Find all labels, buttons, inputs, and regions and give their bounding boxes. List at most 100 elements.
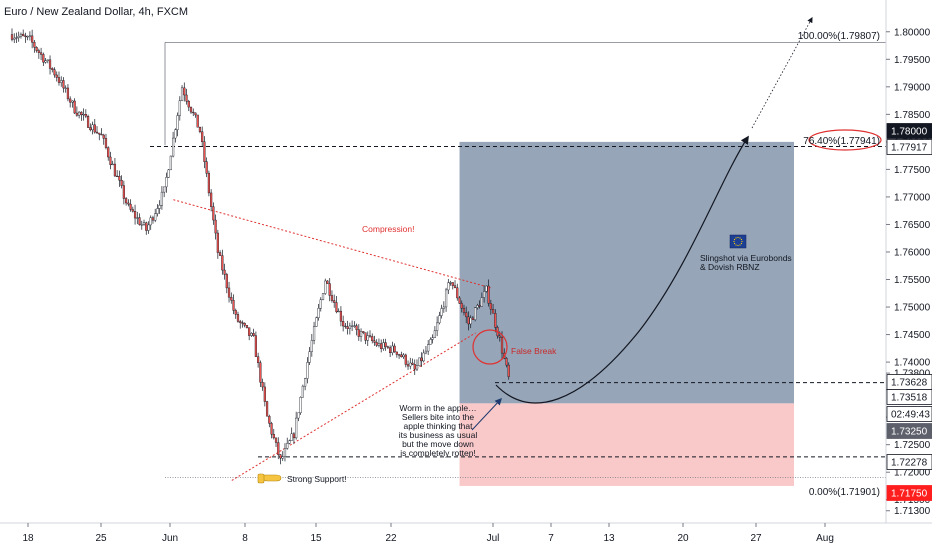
candle-body xyxy=(142,222,146,225)
candle-body xyxy=(402,354,405,358)
candle-body xyxy=(295,417,298,439)
fib-label-76: 76.40%(1.77941) xyxy=(803,136,880,147)
candle-body xyxy=(230,296,233,301)
candle-body xyxy=(451,282,454,286)
candle-body xyxy=(250,333,253,336)
x-tick-label: Jul xyxy=(487,533,500,544)
candle-body xyxy=(69,98,72,103)
candle-body xyxy=(22,33,25,37)
candle-body xyxy=(169,155,172,171)
candle-body xyxy=(82,114,85,116)
price-tag: 1.71750 xyxy=(886,485,932,501)
x-tick-label: 18 xyxy=(22,533,34,544)
candle-body xyxy=(476,305,479,308)
candle-body xyxy=(31,35,34,43)
candle-body xyxy=(194,112,197,116)
candle-body xyxy=(353,325,356,327)
candle-body xyxy=(366,335,369,341)
candle-body xyxy=(42,54,45,63)
candle-body xyxy=(277,442,280,455)
candle-body xyxy=(371,336,374,342)
annotation-slingshot-line-1: Slingshot via Eurobonds xyxy=(700,253,792,263)
candle-body xyxy=(326,280,329,284)
candle-body xyxy=(286,443,289,449)
svg-text:1.78000: 1.78000 xyxy=(891,127,928,138)
candle-body xyxy=(154,213,157,221)
target-zone xyxy=(459,141,794,404)
candle-body xyxy=(180,87,184,101)
candle-body xyxy=(17,35,20,38)
candle-body xyxy=(183,87,186,96)
candle-body xyxy=(431,337,434,340)
candle-body xyxy=(243,322,246,326)
y-tick-label: 1.72500 xyxy=(894,440,931,451)
candle-body xyxy=(51,68,54,70)
candle-body xyxy=(380,343,383,349)
candle-body xyxy=(436,322,439,331)
y-tick-label: 1.77500 xyxy=(894,165,931,176)
candle-body xyxy=(223,269,226,275)
x-tick-label: 22 xyxy=(385,533,397,544)
candle-body xyxy=(46,59,49,62)
candle-body xyxy=(205,161,208,174)
y-tick-label: 1.78500 xyxy=(894,110,931,121)
svg-text:1.77917: 1.77917 xyxy=(891,143,928,154)
candle-body xyxy=(471,317,475,320)
candle-body xyxy=(187,101,190,108)
candle-body xyxy=(93,124,96,133)
candle-body xyxy=(507,364,510,377)
slingshot-path-arrow xyxy=(495,135,749,404)
x-tick-label: 25 xyxy=(95,533,107,544)
time-axis[interactable]: 18 25 Jun 8 15 22 Jul 7 13 20 27 Aug xyxy=(0,522,932,544)
eu-flag-icon xyxy=(729,234,747,249)
candle-body xyxy=(438,315,441,324)
y-tick-label: 1.79000 xyxy=(894,82,931,93)
annotation-false-break: False Break xyxy=(511,346,557,356)
candle-body xyxy=(395,351,398,355)
candle-body xyxy=(442,306,445,309)
candle-body xyxy=(489,303,492,310)
price-axis[interactable]: 1.80000 1.79500 1.79000 1.78500 1.78000 1.775… xyxy=(885,0,931,523)
candle-body xyxy=(55,74,58,78)
candle-body xyxy=(357,329,360,337)
candle-body xyxy=(308,351,311,363)
candle-body xyxy=(317,308,320,319)
fib-label-0: 0.00%(1.71901) xyxy=(809,487,880,498)
candle-body xyxy=(389,347,392,354)
candles xyxy=(10,28,510,465)
false-break-circle xyxy=(472,329,508,365)
candle-body xyxy=(400,354,403,358)
candle-body xyxy=(498,335,501,338)
candle-body xyxy=(469,317,472,325)
candle-body xyxy=(444,289,448,308)
candle-body xyxy=(346,326,349,329)
price-tag: 02:49:43 xyxy=(886,406,932,422)
candle-body xyxy=(319,299,322,309)
candle-body xyxy=(321,293,325,300)
candle-body xyxy=(485,285,488,292)
x-tick-label: 8 xyxy=(242,533,248,544)
candle-body xyxy=(160,191,164,206)
candle-body xyxy=(397,354,401,356)
candle-body xyxy=(373,340,376,343)
candle-body xyxy=(342,321,345,327)
candle-body xyxy=(462,308,466,313)
candle-body xyxy=(364,332,367,341)
svg-text:1.71750: 1.71750 xyxy=(891,489,928,500)
candle-body xyxy=(95,131,99,134)
candle-body xyxy=(66,87,70,100)
candle-body xyxy=(107,147,110,158)
svg-text:02:49:43: 02:49:43 xyxy=(891,410,930,421)
candle-body xyxy=(196,114,199,128)
candle-body xyxy=(261,382,264,388)
candle-body xyxy=(39,52,43,55)
candle-body xyxy=(465,312,468,318)
candle-body xyxy=(98,132,101,135)
annotation-worm-line-2: Sellers bite into the xyxy=(402,412,475,422)
candle-body xyxy=(391,345,394,354)
annotation-worm-line-1: Worm in the apple… xyxy=(399,403,476,413)
annotation-worm-line-4: its business as usual xyxy=(399,430,478,440)
candle-body xyxy=(505,357,508,366)
candle-body xyxy=(214,219,217,234)
